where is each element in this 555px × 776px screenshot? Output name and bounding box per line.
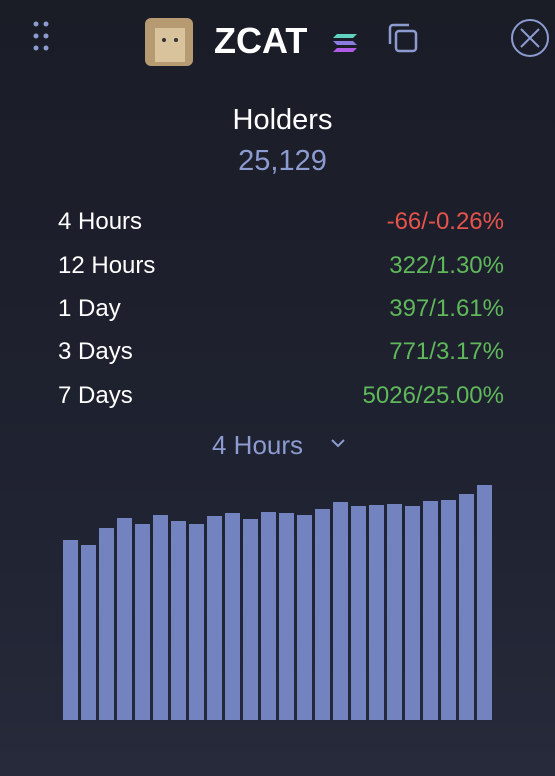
bar <box>225 513 240 720</box>
bar <box>441 500 456 720</box>
change: 397/1.61% <box>389 295 504 322</box>
period-selector[interactable]: 4 Hours <box>212 430 304 460</box>
bar <box>405 506 420 720</box>
stat-row: 12 Hours 322/1.30% <box>58 252 504 280</box>
stat-row: 1 Day 397/1.61% <box>58 295 504 323</box>
holders-label: Holders <box>232 104 333 136</box>
bar <box>279 513 294 720</box>
close-button[interactable] <box>511 19 549 57</box>
change: 322/1.30% <box>389 252 504 279</box>
period: 4 Hours <box>58 208 143 235</box>
stat-row: 3 Days 771/3.17% <box>58 338 504 366</box>
change: 771/3.17% <box>389 338 504 365</box>
period: 1 Day <box>58 295 121 322</box>
period: 3 Days <box>58 338 133 365</box>
chart <box>63 485 492 720</box>
bar <box>171 521 186 720</box>
bar <box>315 509 330 720</box>
token-avatar <box>145 18 193 66</box>
bar <box>189 524 204 720</box>
bar <box>459 494 474 720</box>
bar <box>135 524 150 720</box>
bar <box>369 505 384 720</box>
period: 12 Hours <box>58 252 156 279</box>
bar <box>117 518 132 720</box>
bar <box>243 519 258 720</box>
bar <box>351 506 366 720</box>
drag-handle[interactable] <box>33 21 49 51</box>
bar <box>333 502 348 720</box>
bar <box>261 512 276 720</box>
bar <box>81 545 96 720</box>
bar <box>387 504 402 720</box>
period: 7 Days <box>58 382 133 409</box>
change: -66/-0.26% <box>386 208 504 235</box>
copy-button[interactable] <box>388 23 418 53</box>
change: 5026/25.00% <box>362 382 504 409</box>
chevron[interactable] <box>331 439 345 448</box>
bar <box>207 516 222 720</box>
token-name: ZCAT <box>214 20 308 61</box>
bar <box>99 528 114 720</box>
bar <box>297 515 312 720</box>
bar <box>423 501 438 720</box>
bar <box>477 485 492 720</box>
chain-icon <box>333 34 357 52</box>
bar <box>63 540 78 720</box>
stat-row: 4 Hours -66/-0.26% <box>58 208 504 236</box>
bar <box>153 515 168 720</box>
stat-row: 7 Days 5026/25.00% <box>58 382 504 410</box>
holders-value: 25,129 <box>238 145 327 177</box>
